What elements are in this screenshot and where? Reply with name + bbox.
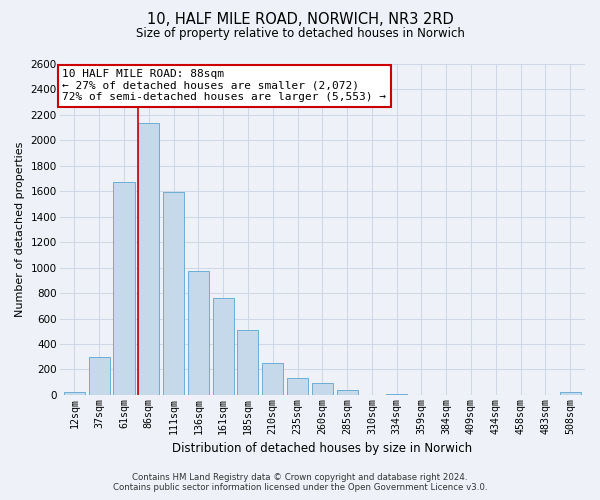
Bar	[262, 363, 283, 395]
Bar	[138, 122, 160, 395]
Bar	[163, 192, 184, 395]
Bar	[64, 392, 85, 395]
Bar	[89, 358, 110, 395]
Bar	[386, 394, 407, 395]
Text: Contains HM Land Registry data © Crown copyright and database right 2024.
Contai: Contains HM Land Registry data © Crown c…	[113, 473, 487, 492]
Bar	[560, 392, 581, 395]
Bar	[212, 298, 233, 395]
Text: 10 HALF MILE ROAD: 88sqm
← 27% of detached houses are smaller (2,072)
72% of sem: 10 HALF MILE ROAD: 88sqm ← 27% of detach…	[62, 69, 386, 102]
Text: Size of property relative to detached houses in Norwich: Size of property relative to detached ho…	[136, 28, 464, 40]
Y-axis label: Number of detached properties: Number of detached properties	[15, 142, 25, 317]
Text: 10, HALF MILE ROAD, NORWICH, NR3 2RD: 10, HALF MILE ROAD, NORWICH, NR3 2RD	[146, 12, 454, 28]
Bar	[188, 272, 209, 395]
Bar	[287, 378, 308, 395]
Bar	[312, 383, 333, 395]
Bar	[113, 182, 134, 395]
X-axis label: Distribution of detached houses by size in Norwich: Distribution of detached houses by size …	[172, 442, 472, 455]
Bar	[238, 330, 259, 395]
Bar	[337, 390, 358, 395]
